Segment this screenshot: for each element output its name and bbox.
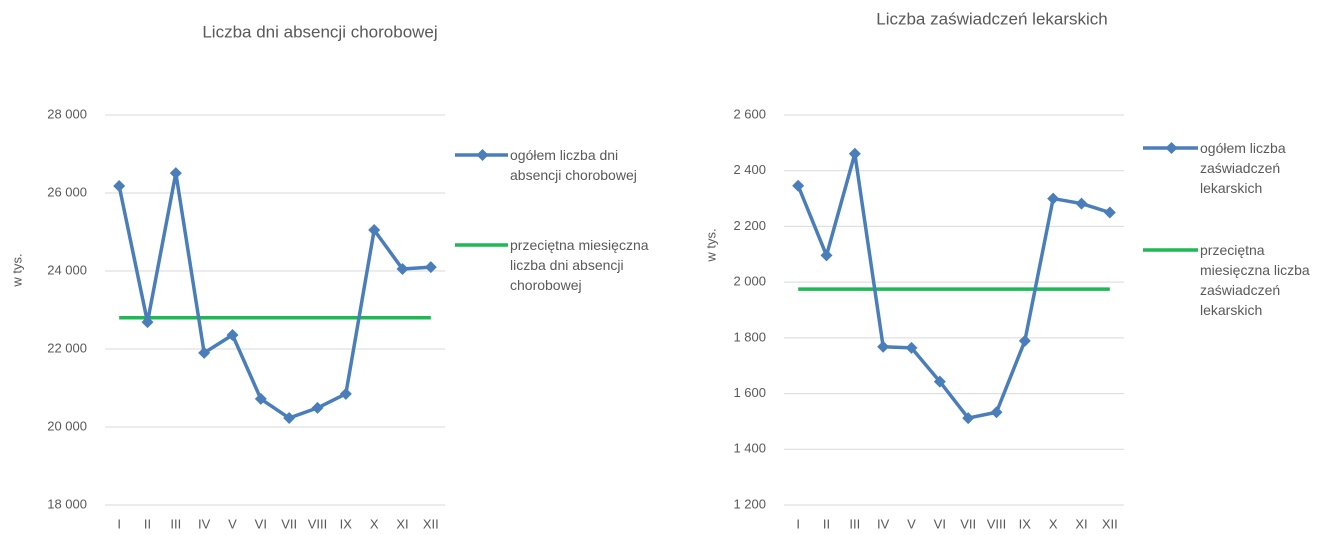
marker xyxy=(226,328,239,341)
chart-title: Liczba dni absencji chorobowej xyxy=(202,22,437,41)
x-tick-label: VII xyxy=(281,516,297,531)
x-tick-label: III xyxy=(849,516,860,531)
marker xyxy=(311,401,324,414)
y-tick-label: 18 000 xyxy=(47,496,87,511)
series-line xyxy=(117,171,431,420)
x-tick-label: IX xyxy=(1019,516,1032,531)
legend-label: przeciętna miesięczna liczba dni absencj… xyxy=(510,237,649,293)
marker xyxy=(1075,197,1088,210)
marker xyxy=(1018,334,1031,347)
y-tick-label: 1 800 xyxy=(733,329,766,344)
marker xyxy=(424,261,437,274)
marker xyxy=(339,387,352,400)
y-tick-label: 24 000 xyxy=(47,262,87,277)
x-tick-label: II xyxy=(823,516,830,531)
y-tick-label: 1 400 xyxy=(733,441,766,456)
marker xyxy=(141,316,154,329)
y-tick-label: 1 200 xyxy=(733,496,766,511)
y-axis-label: w tys. xyxy=(9,253,24,287)
x-tick-label: XII xyxy=(423,516,439,531)
x-tick-label: III xyxy=(170,516,181,531)
x-tick-label: V xyxy=(228,516,237,531)
legend-marker xyxy=(476,149,489,161)
y-tick-label: 22 000 xyxy=(47,340,87,355)
marker xyxy=(283,412,296,425)
y-tick-label: 28 000 xyxy=(47,106,87,121)
x-tick-label: X xyxy=(1049,516,1058,531)
x-tick-label: XI xyxy=(396,516,408,531)
y-tick-label: 20 000 xyxy=(47,418,87,433)
x-tick-label: VIII xyxy=(308,516,328,531)
x-tick-label: VI xyxy=(255,516,267,531)
x-tick-label: II xyxy=(144,516,151,531)
x-tick-label: VI xyxy=(934,516,946,531)
x-tick-label: IX xyxy=(340,516,353,531)
y-tick-label: 2 000 xyxy=(733,274,766,289)
x-tick-label: V xyxy=(907,516,916,531)
x-tick-label: VII xyxy=(960,516,976,531)
marker xyxy=(848,147,861,160)
marker xyxy=(169,167,182,180)
legend-label: przeciętna miesięczna liczba zaświadczeń… xyxy=(1200,242,1310,318)
x-tick-label: IV xyxy=(877,516,890,531)
x-tick-label: I xyxy=(117,516,121,531)
marker xyxy=(792,179,805,192)
y-tick-label: 26 000 xyxy=(47,184,87,199)
x-tick-label: IV xyxy=(198,516,211,531)
marker xyxy=(1047,192,1060,205)
marker xyxy=(198,346,211,359)
marker xyxy=(254,392,267,405)
marker xyxy=(113,179,126,192)
marker xyxy=(962,412,975,425)
x-tick-label: X xyxy=(370,516,379,531)
x-tick-label: XII xyxy=(1102,516,1118,531)
chart-title: Liczba zaświadczeń lekarskich xyxy=(876,9,1108,28)
marker xyxy=(368,224,381,237)
y-tick-label: 1 600 xyxy=(733,385,766,400)
legend-marker xyxy=(1165,142,1178,154)
marker xyxy=(820,249,833,262)
marker xyxy=(905,341,918,354)
legend-label: ogółem liczba dni absencji chorobowej xyxy=(510,147,637,183)
y-tick-label: 2 400 xyxy=(733,162,766,177)
marker xyxy=(990,406,1003,419)
y-tick-label: 2 600 xyxy=(733,106,766,121)
marker xyxy=(877,340,890,353)
x-tick-label: VIII xyxy=(987,516,1007,531)
legend-label: ogółem liczba zaświadczeń lekarskich xyxy=(1200,140,1286,196)
marker xyxy=(1103,206,1116,219)
y-axis-label: w tys. xyxy=(703,228,718,262)
marker xyxy=(933,375,946,388)
y-tick-label: 2 200 xyxy=(733,218,766,233)
x-tick-label: XI xyxy=(1075,516,1087,531)
x-tick-label: I xyxy=(796,516,800,531)
marker xyxy=(396,263,409,276)
series-line xyxy=(796,151,1111,420)
